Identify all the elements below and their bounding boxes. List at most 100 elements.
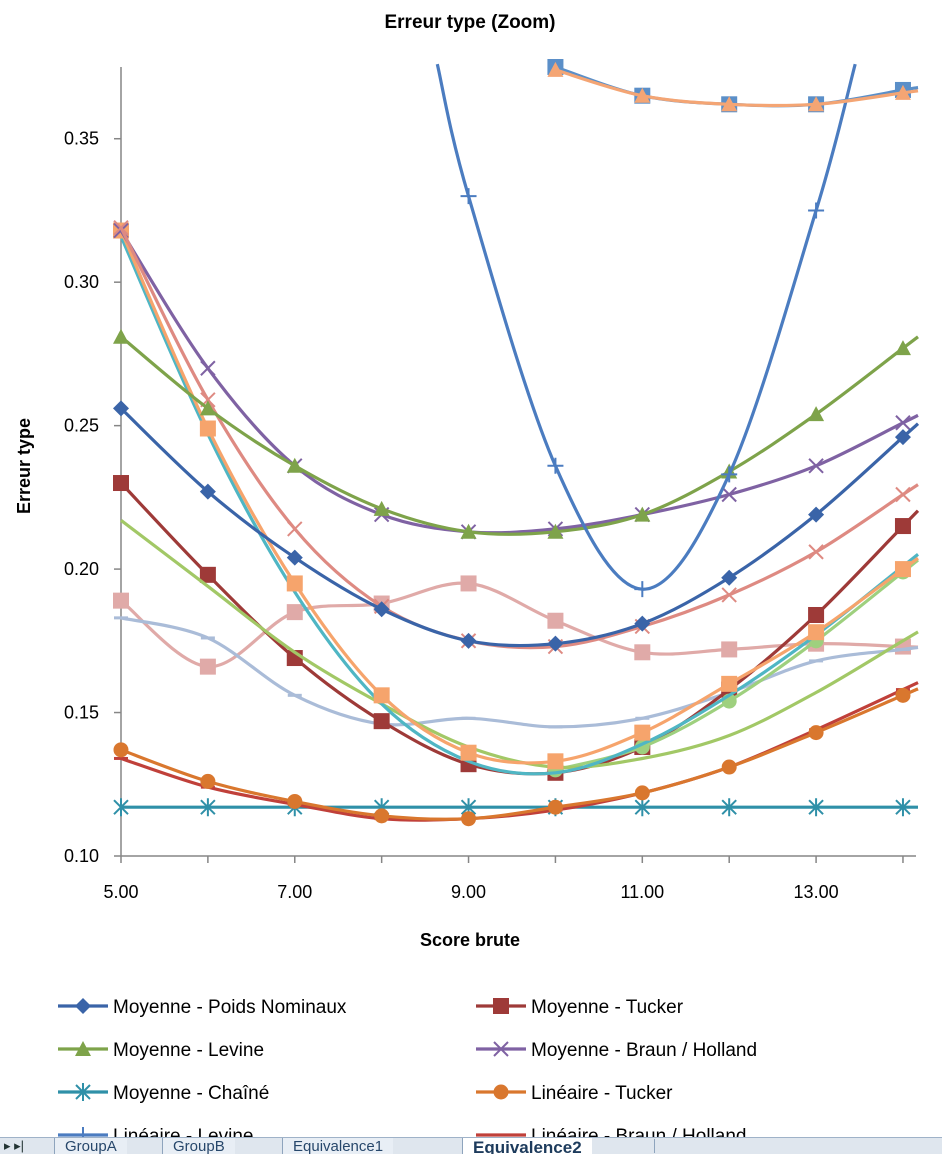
data-point <box>634 724 651 741</box>
y-axis-title: Erreur type <box>14 418 34 514</box>
data-point <box>721 641 738 658</box>
legend-label: Linéaire - Levine <box>113 1126 253 1137</box>
plot-area <box>113 59 920 827</box>
series-line <box>120 687 919 821</box>
legend-marker <box>75 1083 91 1101</box>
legend-marker <box>493 998 509 1014</box>
legend-marker <box>493 1084 509 1100</box>
data-point <box>287 793 303 809</box>
data-point <box>113 742 129 758</box>
series-10 <box>119 235 919 776</box>
data-point <box>808 798 824 817</box>
y-tick-label: 0.35 <box>64 129 99 149</box>
data-point <box>460 188 477 205</box>
series-line <box>120 581 919 669</box>
data-point <box>460 744 477 761</box>
data-point <box>895 415 911 431</box>
data-point <box>113 798 129 817</box>
series-13 <box>113 575 919 675</box>
data-point <box>113 592 129 609</box>
legend-marker <box>75 1127 91 1137</box>
legend-label: Moyenne - Tucker <box>531 997 684 1018</box>
tab-equivalence2[interactable]: Equivalence2 <box>462 1138 592 1154</box>
data-point <box>634 506 651 522</box>
data-point <box>547 457 564 474</box>
legend-label: Moyenne - Braun / Holland <box>531 1040 757 1061</box>
series-9 <box>120 519 919 770</box>
data-point <box>200 798 216 817</box>
data-point <box>894 84 911 100</box>
data-point <box>634 798 651 817</box>
series-line <box>119 226 919 650</box>
data-point <box>373 687 390 704</box>
data-point <box>199 658 216 675</box>
data-point <box>373 601 390 618</box>
data-point <box>894 429 911 446</box>
data-point <box>461 811 477 827</box>
data-point <box>547 523 564 539</box>
data-point <box>634 87 651 103</box>
data-point <box>808 606 825 623</box>
x-axis-title: Score brute <box>420 930 520 950</box>
data-point <box>199 483 216 500</box>
new-sheet-icon[interactable] <box>654 1139 675 1153</box>
data-point <box>113 400 129 417</box>
data-point <box>200 360 216 376</box>
y-tick-label: 0.10 <box>64 846 99 866</box>
x-tick-label: 13.00 <box>794 882 839 902</box>
y-tick-label: 0.25 <box>64 416 99 436</box>
data-point <box>894 340 911 356</box>
data-point <box>808 725 824 741</box>
data-point <box>286 604 303 621</box>
data-point <box>721 466 738 483</box>
x-tick-label: 9.00 <box>451 882 486 902</box>
series-8 <box>113 219 919 655</box>
data-point <box>721 675 738 692</box>
legend-item: Linéaire - Levine <box>58 1126 253 1137</box>
y-tick-label: 0.30 <box>64 272 99 292</box>
series-6 <box>435 63 857 598</box>
data-point <box>374 808 390 824</box>
data-point <box>373 713 390 730</box>
data-point <box>199 566 216 583</box>
legend-label: Linéaire - Tucker <box>531 1083 673 1104</box>
data-point <box>200 773 216 789</box>
y-tick-label: 0.20 <box>64 559 99 579</box>
data-point <box>634 785 650 801</box>
legend-label: Moyenne - Levine <box>113 1040 264 1061</box>
data-point <box>286 549 303 566</box>
data-point <box>199 420 216 437</box>
data-point <box>721 798 737 817</box>
data-point <box>547 612 564 629</box>
legend-item: Moyenne - Levine <box>58 1040 264 1061</box>
legend-item: Moyenne - Poids Nominaux <box>58 997 347 1018</box>
data-point <box>808 202 825 219</box>
legend-marker <box>493 1041 509 1057</box>
series-2 <box>113 328 919 539</box>
data-point <box>894 518 911 535</box>
series-line <box>120 616 919 729</box>
data-point <box>547 61 564 77</box>
tab-groupb[interactable]: GroupB <box>162 1138 235 1154</box>
data-point <box>895 798 911 817</box>
sheet-nav-arrows[interactable]: ▸ ▸| <box>4 1138 25 1153</box>
series-line <box>120 519 919 770</box>
tab-equivalence1[interactable]: Equivalence1 <box>282 1138 394 1154</box>
series-16 <box>547 61 919 112</box>
legend-item: Moyenne - Chaîné <box>58 1083 269 1104</box>
legend-marker <box>75 998 91 1014</box>
data-point <box>286 575 303 592</box>
data-point <box>808 544 824 560</box>
x-tick-label: 11.00 <box>620 882 664 902</box>
series-line <box>119 235 919 776</box>
legend-label: Moyenne - Chaîné <box>113 1083 269 1104</box>
legend-marker <box>75 1041 91 1056</box>
axes: 0.10 0.15 0.20 0.25 0.30 0.35 5.00 7.00 9.00 11.0… <box>64 67 916 902</box>
tab-groupa[interactable]: GroupA <box>54 1138 127 1154</box>
data-point <box>721 759 737 775</box>
data-point <box>808 96 825 112</box>
series-11 <box>113 222 919 770</box>
legend-item: Moyenne - Tucker <box>476 997 684 1018</box>
data-point <box>287 521 303 537</box>
